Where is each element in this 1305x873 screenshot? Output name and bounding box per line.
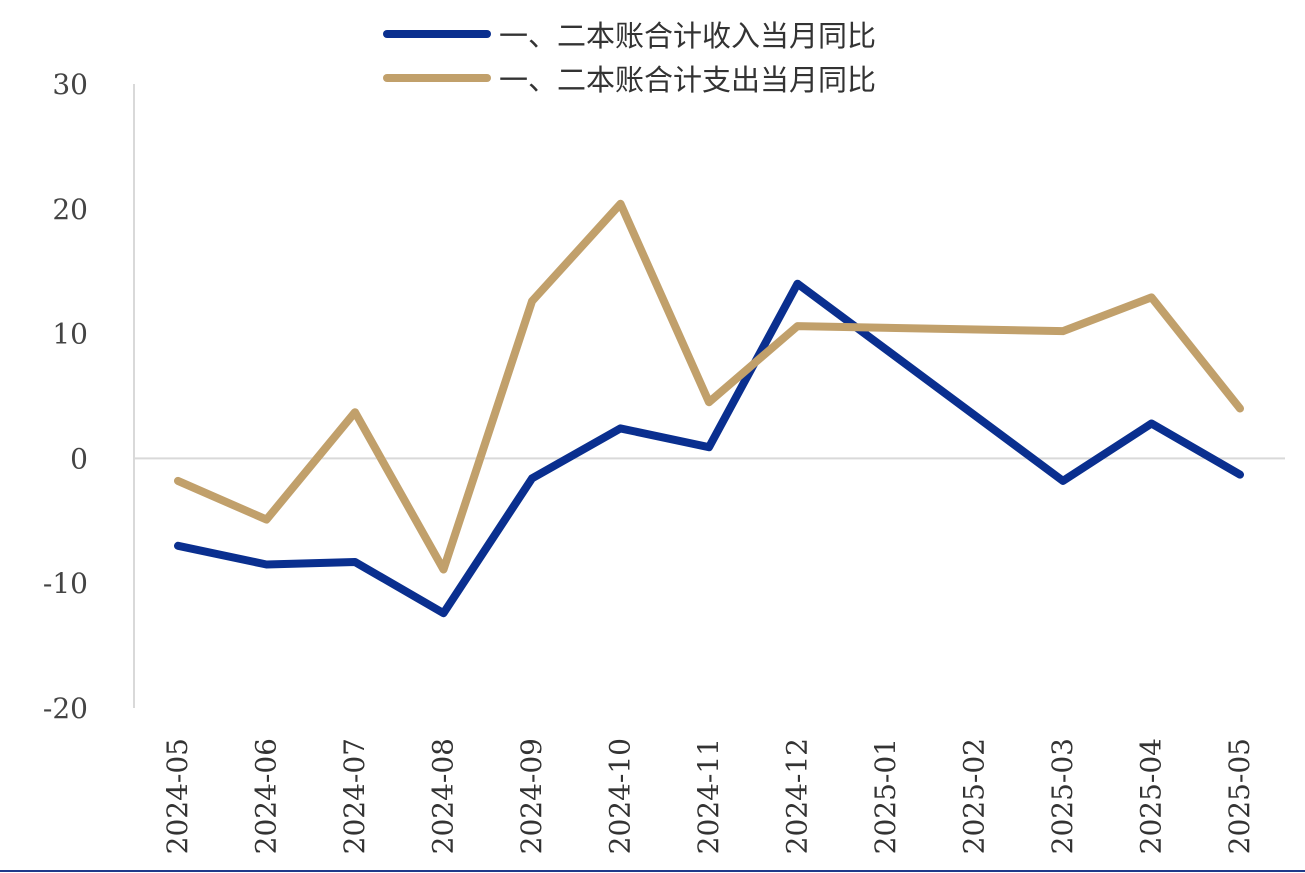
expenditure-yoy-line (174, 199, 1244, 574)
x-tick-label: 2024-07 (338, 738, 371, 854)
x-tick-label: 2024-05 (161, 738, 194, 854)
y-tick-label: 20 (52, 193, 88, 226)
x-tick-label: 2024-06 (250, 738, 283, 854)
y-tick-label: 10 (52, 318, 88, 351)
x-tick-label: 2024-08 (427, 738, 460, 854)
y-tick-label: -20 (43, 692, 88, 725)
x-tick-label: 2025-05 (1223, 738, 1256, 854)
x-tick-label: 2024-10 (604, 738, 637, 854)
chart-series (174, 199, 1244, 618)
x-tick-label: 2025-02 (958, 738, 991, 854)
y-tick-label: 30 (52, 68, 88, 101)
chart-axes (0, 84, 1305, 872)
x-tick-label: 2025-03 (1046, 738, 1079, 854)
y-tick-label: -10 (43, 567, 88, 600)
x-tick-label: 2024-09 (515, 738, 548, 854)
income-yoy-line (174, 279, 1244, 618)
x-tick-label: 2025-04 (1135, 738, 1168, 854)
y-tick-label: 0 (70, 442, 88, 475)
x-tick-label: 2025-01 (869, 738, 902, 854)
y-axis-ticks: 30 20 10 0 -10 -20 (43, 68, 88, 725)
x-tick-label: 2024-12 (781, 738, 814, 854)
legend-swatch-expenditure (383, 74, 491, 82)
legend-item-income: 一、二本账合计收入当月同比 (383, 12, 876, 56)
chart-legend: 一、二本账合计收入当月同比 一、二本账合计支出当月同比 (383, 12, 876, 100)
legend-item-expenditure: 一、二本账合计支出当月同比 (383, 56, 876, 100)
legend-label-expenditure: 一、二本账合计支出当月同比 (499, 63, 877, 97)
x-axis-ticks: 2024-05 2024-06 2024-07 2024-08 2024-09 2024-… (161, 738, 1256, 854)
legend-label-income: 一、二本账合计收入当月同比 (499, 19, 877, 53)
x-tick-label: 2024-11 (692, 738, 725, 854)
legend-swatch-income (383, 30, 491, 38)
